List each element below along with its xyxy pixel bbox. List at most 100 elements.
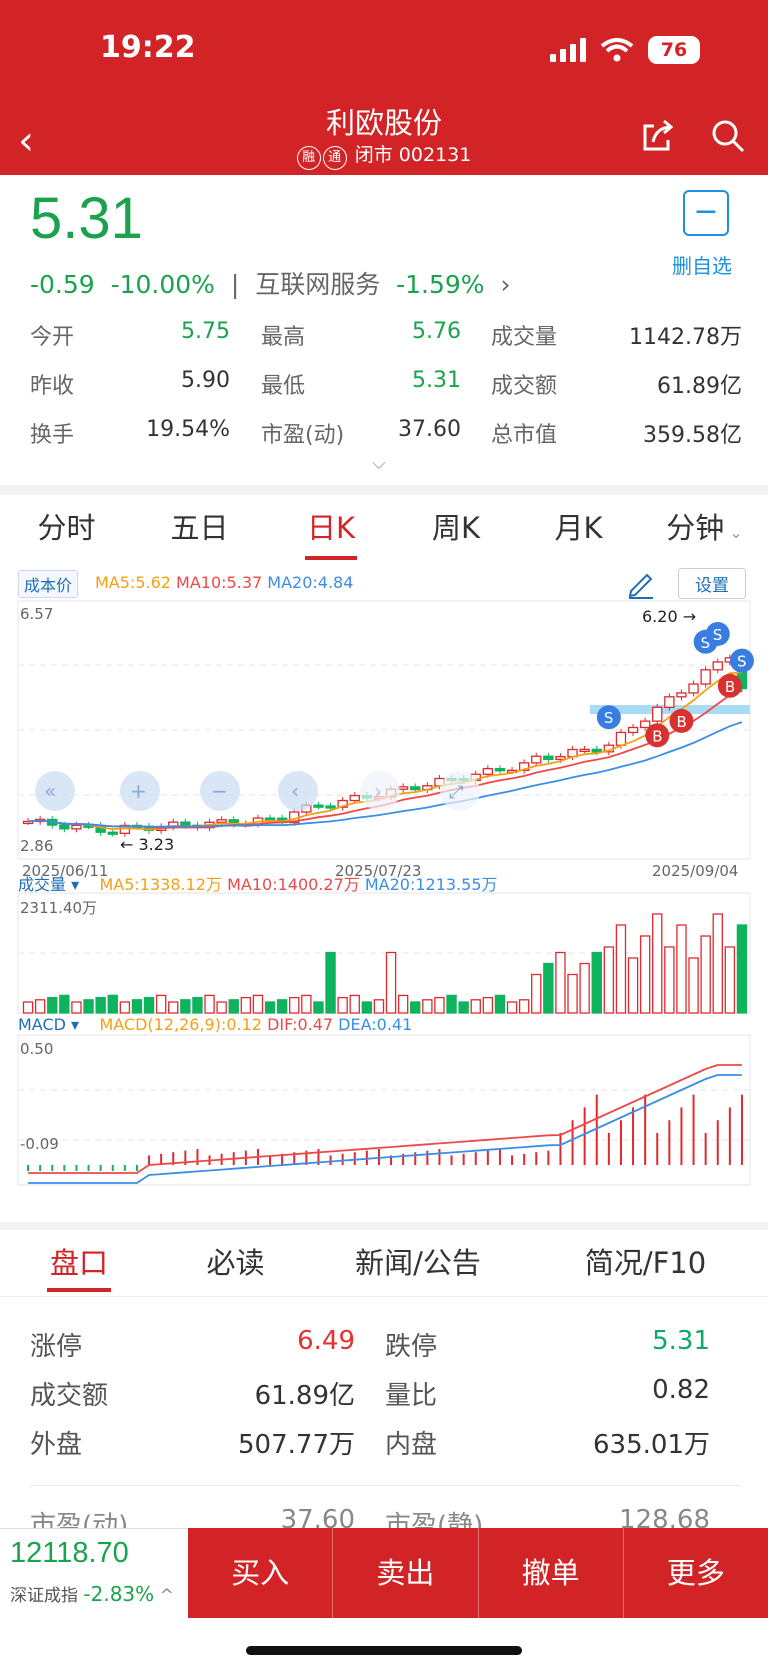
quote-panel: 5.31 -0.59 -10.00% | 互联网服务 -1.59% › − 删自… bbox=[0, 175, 768, 485]
tab-weekly-k[interactable]: 周K bbox=[431, 511, 481, 545]
tab-pankou[interactable]: 盘口 bbox=[0, 1235, 158, 1296]
volume-bar bbox=[579, 962, 590, 1014]
fast-back-icon[interactable] bbox=[35, 771, 75, 811]
volume-bar bbox=[264, 1001, 276, 1014]
candle bbox=[216, 819, 227, 823]
search-icon[interactable] bbox=[710, 118, 746, 154]
remove-favorite-label[interactable]: 删自选 bbox=[672, 254, 732, 278]
candle bbox=[639, 720, 651, 729]
next-icon[interactable] bbox=[360, 771, 400, 811]
settings-button[interactable]: 设置 bbox=[678, 568, 746, 599]
volume-bar bbox=[119, 1001, 131, 1014]
volume-ratio: 量比 0.82 bbox=[385, 1375, 710, 1411]
stats-row: 换手 19.54% 市盈(动) 37.60 总市值 359.58亿 bbox=[30, 408, 742, 457]
volume-bar bbox=[470, 999, 481, 1014]
candle bbox=[494, 768, 506, 772]
marker-label: B bbox=[676, 713, 686, 731]
candle bbox=[71, 824, 82, 830]
tab-daily-k[interactable]: 日K bbox=[266, 500, 396, 560]
connect-tag: 通 bbox=[322, 146, 347, 170]
pankou-grid: 涨停 6.49 跌停 5.31 成交额 61.89亿 量比 0.82 外盘 507.77万… bbox=[30, 1320, 710, 1467]
pankou-row: 成交额 61.89亿 量比 0.82 bbox=[30, 1369, 710, 1418]
index-ticker[interactable]: 12118.70 深证成指 -2.83% ^ bbox=[0, 1528, 188, 1618]
pankou-row: 外盘 507.77万 内盘 635.01万 bbox=[30, 1418, 710, 1467]
volume-bar bbox=[361, 1001, 373, 1014]
volume-bar bbox=[615, 924, 627, 1014]
tab-must-read[interactable]: 必读 bbox=[206, 1246, 265, 1280]
high-marker: 6.20 → bbox=[642, 607, 697, 626]
sell-button[interactable]: 卖出 bbox=[333, 1528, 479, 1618]
footer: 12118.70 深证成指 -2.83% ^ 买入 卖出 撤单 更多 bbox=[0, 1528, 768, 1665]
volume-bar bbox=[397, 994, 409, 1014]
candle bbox=[615, 731, 627, 746]
date-end: 2025/09/04 bbox=[652, 862, 739, 880]
candle bbox=[107, 831, 118, 835]
expand-chevron-icon[interactable]: ⌵ bbox=[372, 453, 386, 474]
chevron-right-icon[interactable]: › bbox=[492, 270, 511, 299]
prev-icon[interactable] bbox=[278, 771, 318, 811]
tab-news[interactable]: 新闻/公告 bbox=[355, 1246, 481, 1280]
sector-pct[interactable]: -1.59% bbox=[396, 270, 485, 299]
volume-bar bbox=[712, 913, 723, 1014]
candle bbox=[482, 768, 494, 775]
candle bbox=[397, 786, 409, 790]
marker-label: S bbox=[713, 626, 723, 644]
sector-name[interactable]: 互联网服务 bbox=[255, 270, 381, 299]
stat-market-cap: 总市值 359.58亿 bbox=[491, 422, 742, 448]
stats-grid: 今开 5.75 最高 5.76 成交量 1142.78万 昨收 5.90 最低 5.31 … bbox=[30, 310, 742, 457]
volume-bar bbox=[482, 996, 494, 1014]
volume-bar bbox=[724, 946, 736, 1014]
svg-text:›: › bbox=[374, 779, 382, 803]
volume-bar bbox=[567, 973, 578, 1014]
battery-icon: 76 bbox=[648, 36, 700, 64]
buy-marker[interactable] bbox=[717, 673, 742, 698]
limit-down: 跌停 5.31 bbox=[385, 1326, 710, 1362]
buy-marker[interactable] bbox=[669, 708, 694, 733]
inner-volume: 内盘 635.01万 bbox=[385, 1430, 710, 1460]
volume-bar bbox=[591, 951, 602, 1014]
volume-bar bbox=[47, 996, 58, 1014]
pencil-icon[interactable] bbox=[625, 567, 657, 599]
remove-favorite-button[interactable]: − bbox=[683, 190, 729, 236]
sell-marker[interactable] bbox=[705, 621, 730, 646]
fullscreen-icon[interactable] bbox=[440, 771, 480, 811]
stats-row: 今开 5.75 最高 5.76 成交量 1142.78万 bbox=[30, 310, 742, 359]
sell-marker[interactable] bbox=[729, 648, 754, 673]
marker-label: S bbox=[604, 709, 614, 727]
volume-bar bbox=[410, 1001, 421, 1014]
share-icon[interactable] bbox=[640, 118, 676, 154]
volume-indicator-select[interactable]: 成交量 ▾ bbox=[18, 875, 80, 894]
tab-minute[interactable]: 分钟 ⌄ bbox=[666, 511, 743, 545]
volume-bar bbox=[71, 1001, 82, 1014]
marker-label: S bbox=[701, 634, 711, 652]
back-icon[interactable]: ‹ bbox=[18, 118, 34, 164]
y-axis-max: 6.57 bbox=[20, 605, 54, 623]
macd-indicator-select[interactable]: MACD ▾ bbox=[18, 1015, 80, 1034]
buy-marker[interactable] bbox=[645, 723, 670, 748]
buy-button[interactable]: 买入 bbox=[188, 1528, 334, 1618]
volume-bar bbox=[543, 962, 554, 1014]
tab-f10[interactable]: 简况/F10 bbox=[584, 1246, 707, 1280]
volume-bar bbox=[494, 994, 506, 1014]
tab-intraday[interactable]: 分时 bbox=[37, 511, 96, 545]
tab-five-day[interactable]: 五日 bbox=[170, 511, 229, 545]
more-button[interactable]: 更多 bbox=[666, 1556, 725, 1590]
candle bbox=[591, 748, 602, 753]
svg-text:«: « bbox=[44, 779, 56, 803]
volume-bar bbox=[688, 957, 699, 1014]
candle bbox=[22, 820, 34, 825]
volume-bar bbox=[95, 996, 106, 1014]
change-line: -0.59 -10.00% | 互联网服务 -1.59% › bbox=[30, 270, 511, 299]
volume-bar bbox=[385, 951, 397, 1014]
price-change: -0.59 bbox=[30, 270, 95, 299]
cost-price-button[interactable]: 成本价 bbox=[18, 570, 79, 598]
tab-monthly-k[interactable]: 月K bbox=[554, 511, 603, 545]
volume-y-max: 2311.40万 bbox=[20, 899, 98, 917]
wifi-icon bbox=[600, 38, 634, 62]
sell-marker[interactable] bbox=[596, 705, 621, 730]
cancel-order-button[interactable]: 撤单 bbox=[479, 1528, 624, 1618]
zoom-out-icon[interactable] bbox=[200, 771, 240, 811]
zoom-in-icon[interactable] bbox=[120, 771, 160, 811]
